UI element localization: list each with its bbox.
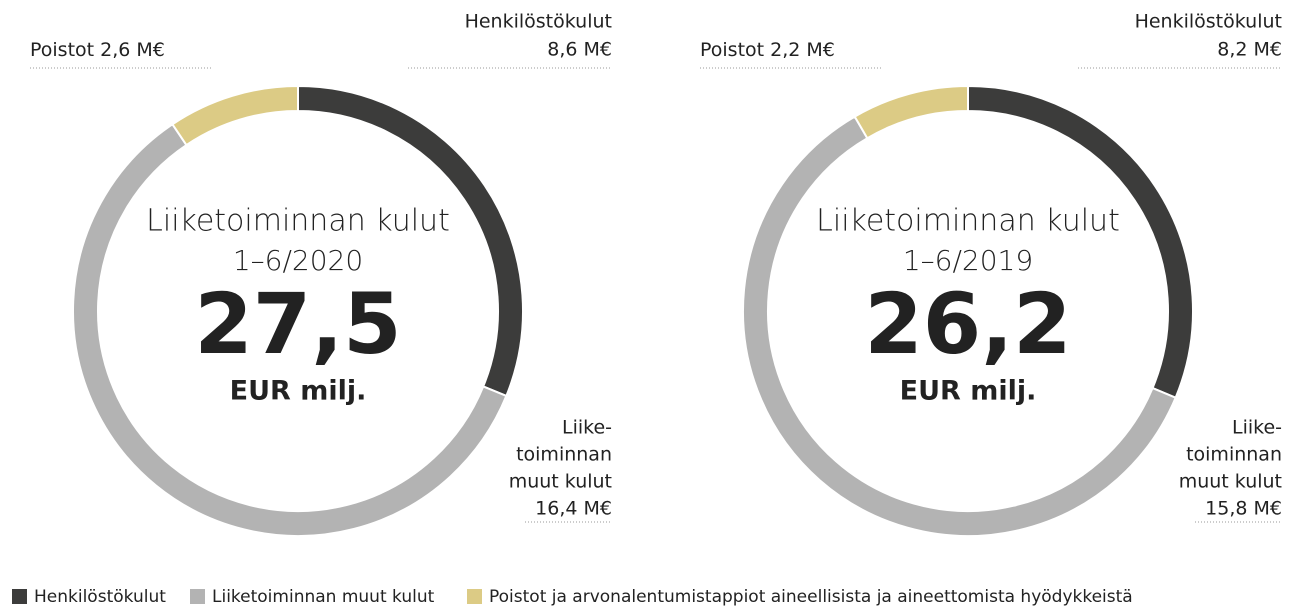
- slice-label: muut kulut: [509, 471, 612, 493]
- slice-label: Poistot 2,2 M€: [700, 39, 835, 61]
- center-unit: EUR milj.: [230, 376, 367, 407]
- legend-swatch: [12, 589, 27, 604]
- slice-value: 2,6 M€: [100, 39, 165, 61]
- slice-label: Henkilöstökulut: [465, 11, 612, 33]
- slice-label: Liike-: [562, 417, 612, 439]
- center-total: 27,5: [194, 275, 401, 373]
- slice-value: 16,4 M€: [535, 498, 612, 520]
- center-title: Liiketoiminnan kulut: [146, 204, 450, 239]
- slice-label: Henkilöstökulut: [1135, 11, 1282, 33]
- legend-label: Liiketoiminnan muut kulut: [212, 587, 435, 607]
- legend-label: Henkilöstökulut: [34, 587, 166, 607]
- donut-slice: [171, 84, 299, 147]
- legend-label: Poistot ja arvonalentumistappiot aineell…: [489, 587, 1133, 607]
- center-total: 26,2: [864, 275, 1071, 373]
- donut-slice: [853, 84, 969, 140]
- slice-value: 15,8 M€: [1205, 498, 1282, 520]
- center-unit: EUR milj.: [900, 376, 1037, 407]
- slice-value: 8,2 M€: [1217, 39, 1282, 61]
- legend-swatch: [190, 589, 205, 604]
- slice-name: Poistot: [700, 39, 764, 61]
- legend-swatch: [467, 589, 482, 604]
- slice-label: toiminnan: [516, 444, 612, 466]
- slice-value: 8,6 M€: [547, 39, 612, 61]
- slice-label: muut kulut: [1179, 471, 1282, 493]
- slice-label: Liike-: [1232, 417, 1282, 439]
- center-subtitle: 1–6/2019: [903, 244, 1033, 277]
- slice-label: toiminnan: [1186, 444, 1282, 466]
- slice-label: Poistot 2,6 M€: [30, 39, 165, 61]
- center-title: Liiketoiminnan kulut: [816, 204, 1120, 239]
- slice-value: 2,2 M€: [770, 39, 835, 61]
- slice-name: Poistot: [30, 39, 94, 61]
- center-subtitle: 1–6/2020: [233, 244, 363, 277]
